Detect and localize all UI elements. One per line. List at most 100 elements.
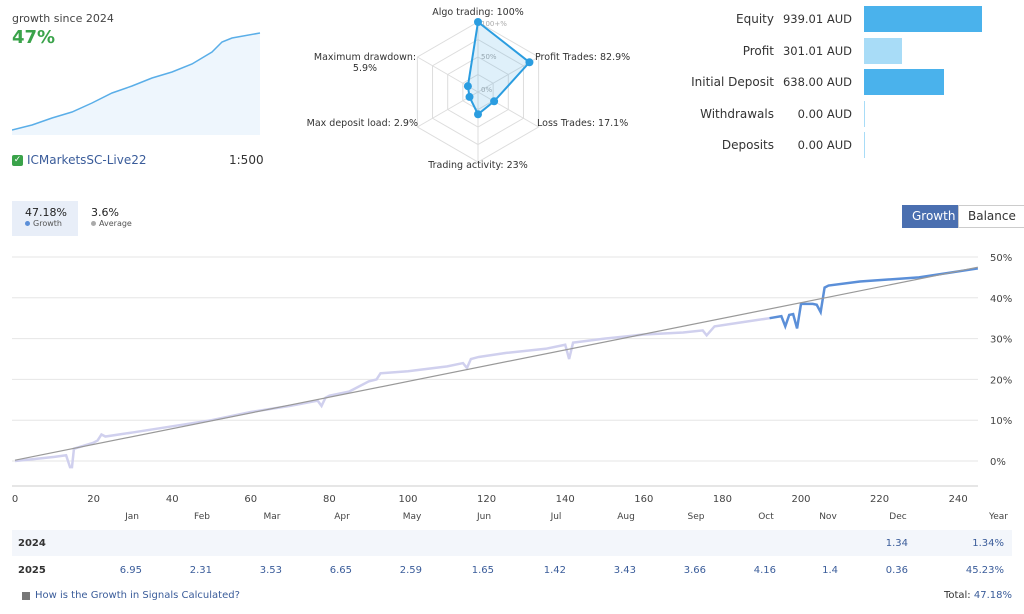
radar-point-load [465,92,474,101]
server-link[interactable]: ✓ ICMarketsSC-Live22 [12,153,147,167]
stat-bar [864,100,865,127]
stat-value: 301.01 AUD [782,43,852,58]
x-tick-label: 160 [634,494,653,505]
radar-point-activity [474,110,482,119]
radar-chart: 100+% 50% 0% [416,18,540,163]
y-tick-label: 0% [990,457,1006,468]
tab-growth[interactable]: 47.18% Growth [12,201,78,236]
month-header-cell: May [402,512,422,522]
stat-label: Equity [736,12,774,26]
x-tick-label: 0 [12,494,18,505]
drawdown-label: Maximum drawdown: [313,52,417,63]
month-value-cell: 0.36 [885,564,908,576]
x-tick-label: 240 [949,494,968,505]
series-line-1 [769,267,979,331]
average-tab-value: 3.6% [91,206,119,219]
stat-bar [864,6,982,32]
month-header-cell: Aug [617,512,635,522]
table-row-2025: 2025 6.95 2.31 3.53 6.65 2.59 1.65 1.42 3.43 3.66… [12,557,1012,583]
month-value-cell: 1.65 [471,564,494,576]
series-line-2 [14,266,978,461]
x-tick-label: 220 [870,494,889,505]
stat-profit: Profit 301.01 AUD [690,37,982,64]
stat-bar [864,69,945,95]
growth-tab-label: Growth [33,219,62,228]
x-tick-label: 80 [323,494,336,505]
total-growth: Total: 47.18% [944,590,1012,601]
radar-point-drawdown [463,82,472,91]
stat-label: Profit [742,43,774,58]
stat-label: Withdrawals [700,106,774,121]
radar-point-loss [490,97,499,106]
stat-value: 939.01 AUD [782,12,852,26]
stat-label: Deposits [721,138,774,152]
table-row-2024: 2024 1.34 1.34% [12,530,1012,556]
radar-scale-label: 50% [481,53,497,61]
account-stats: Equity 939.01 AUD Profit 301.01 AUD Initial … [690,6,982,164]
growth-tab-value: 47.18% [25,206,67,219]
month-value-cell: 3.66 [683,564,706,576]
series-line-0 [14,316,770,469]
y-tick-label: 30% [990,335,1012,346]
stat-value: 0.00 AUD [797,138,852,152]
radar-label-algo: Algo trading: 100% [432,7,524,18]
month-header-cell: Jul [550,512,562,522]
average-dot-icon [91,221,96,226]
month-value-cell: 1.42 [543,564,566,576]
month-value-cell: 2.59 [399,564,422,576]
radar-axis [477,91,539,128]
stat-initial-deposit: Initial Deposit 638.00 AUD [690,69,982,95]
growth-dot-icon [25,221,30,226]
month-header-cell: Dec [889,512,907,522]
radar-scale-label: 100+% [481,20,507,28]
growth-chart: 0% 10% 20% 30% 40% 50% 0 20 40 60 80 100 120 140 160 18… [12,253,1012,505]
average-tab-label: Average [99,219,132,228]
month-value-cell: 1.4 [822,564,838,576]
growth-help-link[interactable]: How is the Growth in Signals Calculated? [22,590,240,601]
growth-toggle-button[interactable]: Growth [902,205,966,228]
month-value-cell: 2.31 [189,564,212,576]
x-tick-label: 20 [87,494,100,505]
month-value-cell: 3.53 [259,564,282,576]
month-value-cell: 4.16 [753,564,776,576]
month-header-cell: Sep [687,512,705,522]
help-icon [22,591,30,600]
stat-value: 0.00 AUD [797,106,852,121]
x-tick-label: 120 [477,494,496,505]
growth-value: 47% [12,27,56,48]
year-label: 2024 [18,537,46,549]
radar-point-algo [474,18,482,26]
month-value-cell: 6.95 [119,564,142,576]
y-tick-label: 50% [990,253,1012,264]
radar-area [466,20,531,116]
stat-equity: Equity 939.01 AUD [690,6,982,32]
mini-growth-chart [12,32,261,135]
month-header-cell: Year [988,512,1008,522]
month-header-cell: Apr [334,512,350,522]
month-value-cell: 3.43 [613,564,636,576]
stat-value: 638.00 AUD [782,75,852,89]
month-header: Jan Feb Mar Apr May Jun Jul Aug Sep Oct Nov Dec Year [0,512,1024,526]
stat-deposits: Deposits 0.00 AUD [690,132,982,158]
verified-icon: ✓ [12,154,23,166]
stat-bar [864,37,902,64]
balance-toggle-button[interactable]: Balance [958,205,1024,228]
total-value: 47.18% [973,590,1012,601]
drawdown-value: 5.9% [352,63,378,74]
month-header-cell: Jan [125,512,139,522]
x-tick-label: 180 [713,494,732,505]
stat-label: Initial Deposit [691,75,774,89]
month-header-cell: Oct [758,512,774,522]
radar-label-activity: Trading activity: 23% [428,160,528,171]
radar-label-load: Max deposit load: 2.9% [306,118,418,129]
growth-title: growth since 2024 [12,12,114,25]
x-tick-label: 60 [244,494,257,505]
month-value-cell: 45.23% [965,564,1004,576]
server-name[interactable]: ICMarketsSC-Live22 [27,153,147,167]
tab-average[interactable]: 3.6% Average [91,201,132,236]
x-tick-label: 40 [166,494,179,505]
stat-bar [864,132,865,158]
radar-label-drawdown: Maximum drawdown: 5.9% [310,52,420,74]
help-link-text[interactable]: How is the Growth in Signals Calculated? [35,590,240,601]
radar-label-profit: Profit Trades: 82.9% [535,52,631,63]
